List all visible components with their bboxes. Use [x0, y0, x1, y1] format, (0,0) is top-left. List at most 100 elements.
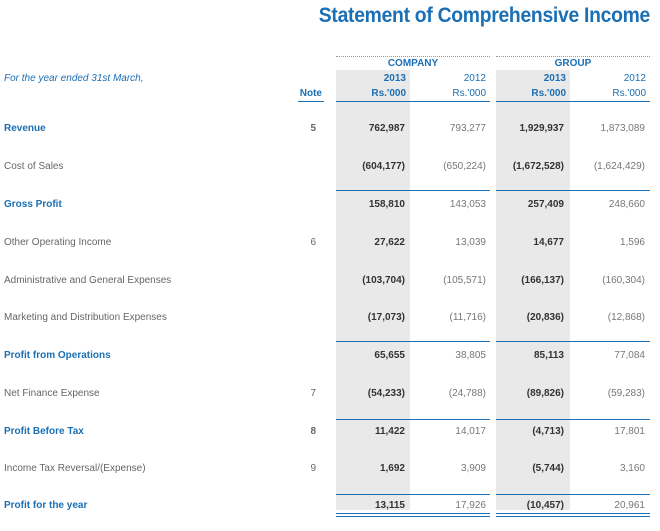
group-2013-value: 1,929,937: [519, 123, 565, 134]
table-row: Other Operating Income 6 27,622 13,039 14,67…: [0, 237, 660, 253]
company-2012-value: 793,277: [449, 123, 486, 134]
table-row: Profit from Operations 65,655 38,805 85,113…: [0, 350, 660, 366]
group-unit-2012: Rs.'000: [612, 88, 646, 99]
group-2012-value: 3,160: [619, 463, 645, 474]
rule-above-profit-ops-group: [496, 341, 650, 342]
row-label: Administrative and General Expenses: [4, 275, 172, 286]
company-2012-value: (650,224): [443, 161, 486, 172]
rule-above-gross-profit-group: [496, 190, 650, 191]
company-unit-2013: Rs.'000: [371, 88, 406, 99]
row-note: 9: [310, 463, 316, 474]
table-row: Net Finance Expense 7 (54,233) (24,788) (89,…: [0, 388, 660, 404]
group-2012-value: (160,304): [602, 275, 645, 286]
group-2013-value: (20,836): [526, 312, 564, 323]
row-label: Income Tax Reversal/(Expense): [4, 463, 146, 474]
company-2012-value: (24,788): [448, 388, 486, 399]
row-label: Marketing and Distribution Expenses: [4, 312, 167, 323]
group-2013-value: (89,826): [526, 388, 564, 399]
rule-above-pbt-group: [496, 419, 650, 420]
table-row: Gross Profit 158,810 143,053 257,409 248,660: [0, 199, 660, 215]
company-2012-value: 38,805: [455, 350, 486, 361]
company-2013-value: 65,655: [374, 350, 405, 361]
group-2012-value: 77,084: [614, 350, 645, 361]
company-2013-value: 27,622: [374, 237, 405, 248]
company-unit-2012: Rs.'000: [452, 88, 486, 99]
group-dotted-rule: [496, 56, 650, 57]
table-row: Profit Before Tax 8 11,422 14,017 (4,713) 17,…: [0, 426, 660, 442]
row-label: Other Operating Income: [4, 237, 112, 248]
row-label: Cost of Sales: [4, 161, 64, 172]
group-2012-value: 248,660: [608, 199, 645, 210]
company-2012-value: 143,053: [449, 199, 486, 210]
company-2013-value: 158,810: [368, 199, 405, 210]
row-note: 8: [310, 426, 316, 437]
group-2012-value: (1,624,429): [593, 161, 645, 172]
company-2013-value: 1,692: [379, 463, 405, 474]
group-year-2013: 2013: [543, 73, 566, 84]
company-2013-value: 762,987: [368, 123, 405, 134]
group-header: GROUP: [554, 58, 592, 69]
group-2013-value: (4,713): [532, 426, 564, 437]
company-2013-value: (54,233): [367, 388, 405, 399]
company-year-2013: 2013: [383, 73, 406, 84]
group-2012-value: 17,801: [614, 426, 645, 437]
table-row: Cost of Sales (604,177) (650,224) (1,672,52…: [0, 161, 660, 177]
header-rule-company: [336, 101, 490, 102]
group-2012-value: (59,283): [607, 388, 645, 399]
table-row: Administrative and General Expenses (103,…: [0, 275, 660, 291]
company-2012-value: 13,039: [455, 237, 486, 248]
company-2012-value: 17,926: [455, 500, 486, 511]
row-label: Gross Profit: [4, 199, 62, 210]
row-label: Profit Before Tax: [4, 426, 84, 437]
group-unit-2013: Rs.'000: [531, 88, 566, 99]
rule-above-profit-year-company: [336, 494, 490, 495]
company-2012-value: (11,716): [449, 312, 486, 323]
group-2013-value: (1,672,528): [512, 161, 564, 172]
double-rule-group-2: [496, 516, 650, 517]
page-title: Statement of Comprehensive Income: [318, 4, 651, 27]
row-label: Profit for the year: [4, 500, 88, 511]
company-2012-value: 3,909: [460, 463, 486, 474]
company-2013-shade: [336, 70, 410, 510]
group-2012-value: 1,873,089: [600, 123, 646, 134]
row-note: 6: [310, 237, 316, 248]
row-note: 7: [310, 388, 316, 399]
note-header: Note: [299, 88, 322, 99]
rule-above-gross-profit-company: [336, 190, 490, 191]
group-2012-value: (12,868): [607, 312, 645, 323]
company-2013-value: 11,422: [374, 426, 405, 437]
table-row: Marketing and Distribution Expenses (17,0…: [0, 312, 660, 328]
row-label: Revenue: [4, 123, 46, 134]
table-row: Revenue 5 762,987 793,277 1,929,937 1,873,089: [0, 123, 660, 139]
company-dotted-rule: [336, 56, 490, 57]
row-label: Profit from Operations: [4, 350, 111, 361]
company-2013-value: (103,704): [362, 275, 405, 286]
group-2013-shade: [496, 70, 570, 510]
company-2012-value: (105,571): [443, 275, 486, 286]
double-rule-group-1: [496, 513, 650, 514]
group-2013-value: (166,137): [521, 275, 564, 286]
group-2013-value: 14,677: [533, 237, 564, 248]
company-2013-value: (604,177): [362, 161, 405, 172]
rule-above-pbt-company: [336, 419, 490, 420]
group-2013-value: 257,409: [527, 199, 564, 210]
table-row: Income Tax Reversal/(Expense) 9 1,692 3,909…: [0, 463, 660, 479]
company-year-2012: 2012: [463, 73, 486, 84]
group-2013-value: (10,457): [526, 500, 564, 511]
group-year-2012: 2012: [623, 73, 646, 84]
rule-above-profit-ops-company: [336, 341, 490, 342]
period-label: For the year ended 31st March,: [4, 73, 144, 84]
header-rule-group: [496, 101, 650, 102]
group-2013-value: (5,744): [532, 463, 564, 474]
rule-above-profit-year-group: [496, 494, 650, 495]
double-rule-company-1: [336, 513, 490, 514]
group-2012-value: 20,961: [614, 500, 645, 511]
table-row: Profit for the year 13,115 17,926 (10,457) 2…: [0, 500, 660, 516]
double-rule-company-2: [336, 516, 490, 517]
row-note: 5: [310, 123, 316, 134]
company-2013-value: (17,073): [367, 312, 405, 323]
company-2013-value: 13,115: [374, 500, 405, 511]
header-rule-note: [298, 101, 324, 102]
row-label: Net Finance Expense: [4, 388, 100, 399]
company-2012-value: 14,017: [455, 426, 486, 437]
